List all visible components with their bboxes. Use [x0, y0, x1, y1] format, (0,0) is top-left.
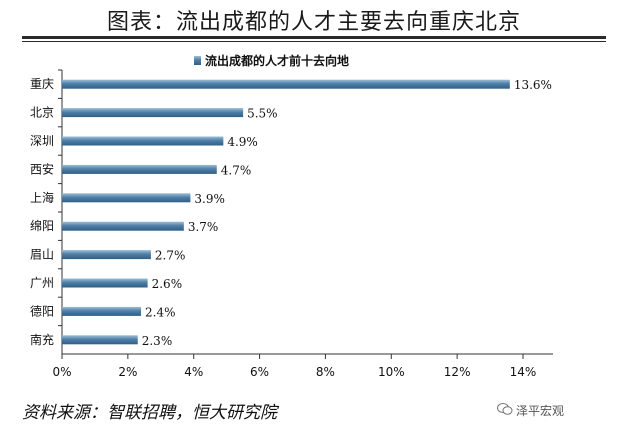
- bar: [62, 136, 224, 146]
- data-label: 2.7%: [155, 249, 186, 263]
- y-category-label: 广州: [30, 276, 54, 290]
- bar: [62, 278, 148, 288]
- legend-label: 流出成都的人才前十去向地: [205, 53, 349, 68]
- x-tick-label: 6%: [250, 365, 269, 379]
- source-note: 资料来源：智联招聘，恒大研究院: [22, 403, 277, 423]
- x-tick-label: 0%: [52, 365, 71, 379]
- y-category-label: 南充: [30, 332, 54, 347]
- bar: [62, 79, 510, 89]
- y-category-label: 德阳: [30, 303, 54, 318]
- y-category-label: 西安: [30, 161, 54, 176]
- bar: [62, 250, 151, 260]
- bar: [62, 164, 217, 174]
- bar-chart: 流出成都的人才前十去向地 0% 2% 4% 6% 8% 10% 12% 14% 重庆 13.6% 北京…: [30, 53, 553, 379]
- page-title: 图表：流出成都的人才主要去向重庆北京: [106, 10, 521, 35]
- y-category-label: 北京: [30, 106, 54, 120]
- bar: [62, 335, 138, 345]
- x-tick-label: 10%: [378, 365, 405, 379]
- data-label: 13.6%: [514, 78, 552, 92]
- data-label: 2.4%: [145, 305, 176, 319]
- data-label: 5.5%: [247, 107, 278, 121]
- data-label: 2.6%: [152, 277, 183, 291]
- watermark: 泽平宏观: [516, 404, 565, 418]
- bar: [62, 221, 184, 231]
- bar: [62, 306, 142, 316]
- data-label: 3.9%: [194, 192, 225, 206]
- x-tick-label: 2%: [118, 365, 137, 379]
- y-category-label: 上海: [30, 190, 54, 205]
- y-category-label: 绵阳: [30, 219, 54, 233]
- data-label: 4.7%: [221, 163, 252, 177]
- data-label: 3.7%: [188, 220, 219, 234]
- y-category-label: 重庆: [30, 77, 54, 91]
- wechat-icon: [497, 403, 513, 415]
- x-tick-label: 12%: [444, 365, 471, 379]
- x-tick-label: 14%: [510, 365, 537, 379]
- bar: [62, 108, 244, 118]
- title-divider-thin: [22, 41, 606, 42]
- data-label: 2.3%: [142, 334, 173, 348]
- title-divider: [22, 36, 606, 39]
- y-category-label: 深圳: [30, 134, 54, 148]
- x-tick-label: 8%: [316, 365, 335, 379]
- y-category-label: 眉山: [30, 248, 54, 262]
- bar: [62, 193, 191, 203]
- x-tick-label: 4%: [184, 365, 203, 379]
- legend-swatch: [194, 56, 201, 65]
- data-label: 4.9%: [227, 135, 258, 149]
